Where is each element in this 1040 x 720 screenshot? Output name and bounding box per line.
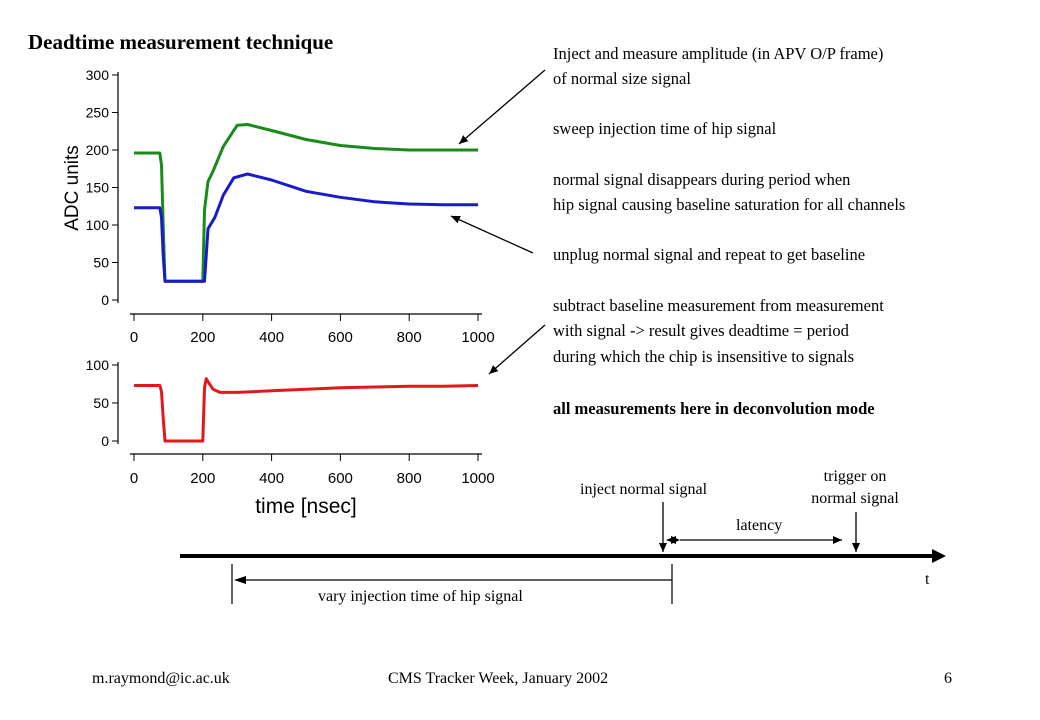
x-tick-label: 0 — [130, 470, 138, 487]
latency-left-head — [666, 536, 676, 544]
y-tick-label: 100 — [86, 357, 110, 373]
x-tick-label: 1000 — [461, 470, 494, 487]
x-tick-label: 800 — [397, 329, 422, 346]
arrow-to-green-trace — [458, 69, 546, 145]
bullet-line: Inject and measure amplitude (in APV O/P… — [553, 44, 884, 63]
series-line — [134, 172, 478, 283]
x-tick-label: 800 — [397, 470, 422, 487]
bullet-line: subtract baseline measurement from measu… — [553, 296, 884, 315]
y-tick-label: 0 — [101, 292, 109, 308]
inject-normal-signal-label: inject normal signal — [580, 481, 708, 498]
x-tick-label: 400 — [259, 470, 284, 487]
x-tick-label: 1000 — [461, 329, 494, 346]
timeline-arrowhead — [932, 549, 946, 563]
y-tick-label: 100 — [86, 217, 110, 233]
x-tick-label: 600 — [328, 329, 353, 346]
bullet-line: unplug normal signal and repeat to get b… — [553, 245, 866, 264]
y-tick-label: 200 — [86, 142, 110, 158]
footer-event: CMS Tracker Week, January 2002 — [388, 670, 609, 687]
x-tick-label: 400 — [259, 329, 284, 346]
x-tick-label: 200 — [190, 470, 215, 487]
x-tick-label: 600 — [328, 470, 353, 487]
bullet-line-bold: all measurements here in deconvolution m… — [553, 399, 875, 418]
bullet-line: hip signal causing baseline saturation f… — [553, 195, 906, 214]
vary-injection-label: vary injection time of hip signal — [318, 588, 523, 605]
time-axis-label: t — [925, 571, 930, 588]
arrow-to-blue-trace — [450, 215, 534, 254]
y-tick-label: 250 — [86, 105, 110, 121]
latency-label: latency — [736, 517, 783, 534]
slide-title: Deadtime measurement technique — [28, 30, 334, 54]
x-tick-label: 200 — [190, 329, 215, 346]
y-axis-label: ADC units — [62, 145, 83, 231]
y-tick-label: 50 — [93, 255, 109, 271]
footer-page-number: 6 — [944, 670, 952, 687]
bullet-line: sweep injection time of hip signal — [553, 119, 777, 138]
y-tick-label: 50 — [93, 395, 109, 411]
vary-range-arrowhead — [234, 576, 246, 584]
trigger-label-line1: trigger on — [823, 468, 887, 485]
x-tick-label: 0 — [130, 329, 138, 346]
y-tick-label: 150 — [86, 180, 110, 196]
bullet-line: with signal -> result gives deadtime = p… — [553, 321, 849, 340]
trigger-label-line2: normal signal — [811, 490, 899, 507]
bullet-line: of normal size signal — [553, 69, 691, 88]
x-axis-label: time [nsec] — [255, 495, 357, 518]
series-line — [134, 377, 479, 443]
y-tick-label: 0 — [101, 433, 109, 449]
arrow-to-red-trace — [488, 324, 546, 375]
footer-email: m.raymond@ic.ac.uk — [92, 670, 230, 687]
bullet-line: during which the chip is insensitive to … — [553, 347, 855, 366]
y-tick-label: 300 — [86, 67, 110, 83]
bullet-line: normal signal disappears during period w… — [553, 170, 851, 189]
